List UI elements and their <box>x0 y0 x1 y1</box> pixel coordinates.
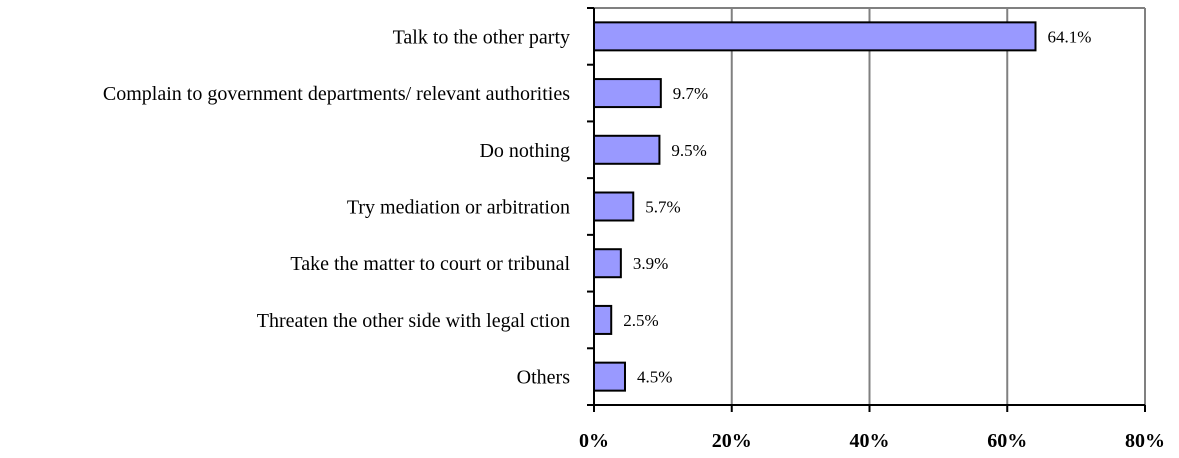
x-tick-label: 40% <box>850 430 890 452</box>
x-tick-labels: 0% 20% 40% 60% 80% <box>579 430 1165 452</box>
x-tick-label: 0% <box>579 430 609 452</box>
x-tick-label: 80% <box>1125 430 1165 452</box>
category-label: Threaten the other side with legal ction <box>257 310 570 332</box>
x-tick-label: 20% <box>712 430 752 452</box>
bar-1 <box>593 21 1037 52</box>
category-label: Do nothing <box>479 140 570 162</box>
bar-7 <box>593 361 626 392</box>
data-label: 9.5% <box>671 141 706 160</box>
category-label: Take the matter to court or tribunal <box>290 253 570 275</box>
data-label: 4.5% <box>637 368 672 387</box>
data-label: 9.7% <box>673 84 708 103</box>
bar-3 <box>593 134 661 165</box>
bar-6 <box>593 304 613 335</box>
category-labels: Talk to the other party Complain to gover… <box>103 26 571 388</box>
data-label: 5.7% <box>645 198 680 217</box>
data-label: 3.9% <box>633 254 668 273</box>
category-label: Try mediation or arbitration <box>347 197 570 219</box>
data-label: 64.1% <box>1047 27 1091 46</box>
category-label: Others <box>517 367 571 389</box>
axes <box>587 7 1146 412</box>
data-label: 2.5% <box>623 311 658 330</box>
x-tick-label: 60% <box>987 430 1027 452</box>
bar-4 <box>593 191 635 222</box>
data-labels: 64.1% 9.7% 9.5% 5.7% 3.9% 2.5% 4.5% <box>623 27 1091 386</box>
gridlines <box>594 7 1146 405</box>
bar-2 <box>593 78 662 109</box>
category-label: Complain to government departments/ rele… <box>103 83 570 105</box>
bar-5 <box>593 248 622 279</box>
category-label: Talk to the other party <box>393 26 570 48</box>
